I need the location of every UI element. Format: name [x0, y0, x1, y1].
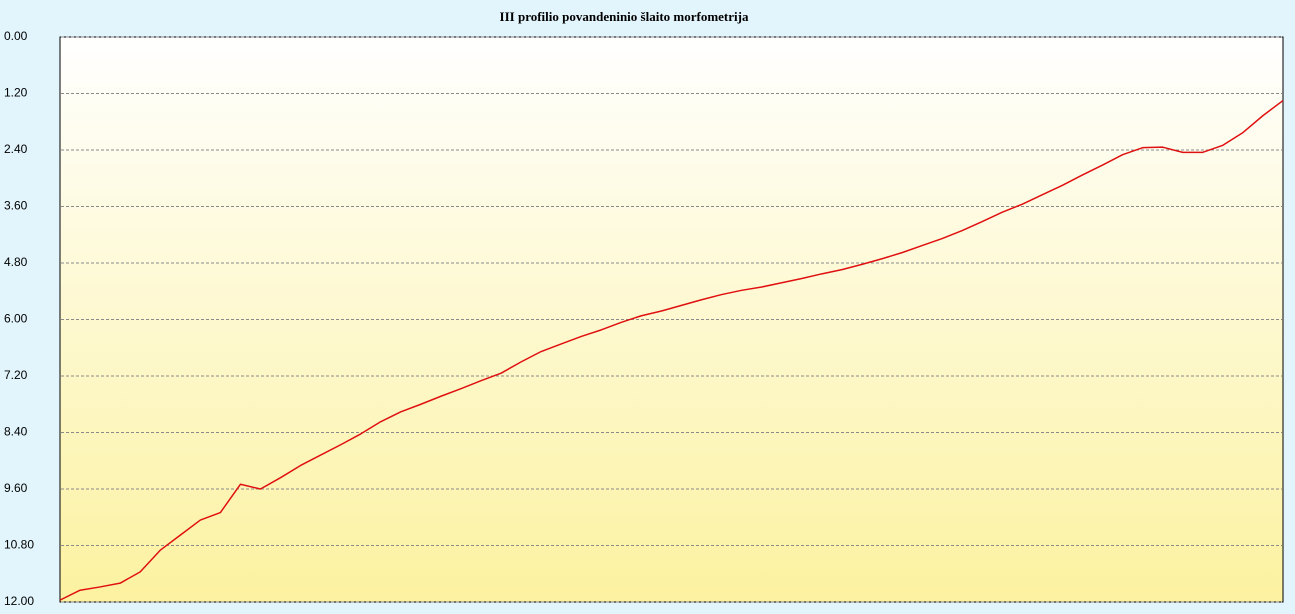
y-tick-label: 8.40 — [4, 425, 28, 439]
y-tick-label: 6.00 — [4, 312, 28, 326]
y-tick-label: 9.60 — [4, 481, 28, 495]
y-tick-label: 3.60 — [4, 199, 28, 213]
y-tick-label: 10.80 — [4, 538, 34, 552]
y-tick-label: 7.20 — [4, 368, 28, 382]
y-tick-label: 4.80 — [4, 255, 28, 269]
y-tick-label: 12.00 — [4, 594, 34, 608]
chart-title: III profilio povandeninio šlaito morfome… — [500, 9, 749, 24]
y-tick-label: 0.00 — [4, 29, 28, 43]
data-line — [59, 99, 1284, 601]
y-tick-label: 1.20 — [4, 86, 28, 100]
y-tick-label: 2.40 — [4, 142, 28, 156]
